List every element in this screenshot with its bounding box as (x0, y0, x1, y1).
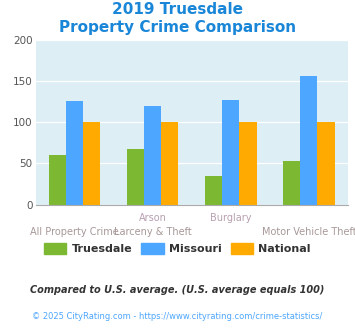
Text: All Property Crime: All Property Crime (30, 227, 119, 237)
Bar (300, 76, 317, 205)
Bar (83, 122, 100, 205)
Bar (283, 161, 300, 205)
Bar (239, 122, 257, 205)
Text: 2019 Truesdale: 2019 Truesdale (112, 2, 243, 16)
Text: Compared to U.S. average. (U.S. average equals 100): Compared to U.S. average. (U.S. average … (30, 285, 325, 295)
Text: Arson: Arson (139, 213, 166, 223)
Bar (161, 122, 179, 205)
Legend: Truesdale, Missouri, National: Truesdale, Missouri, National (39, 238, 316, 258)
Text: Property Crime Comparison: Property Crime Comparison (59, 20, 296, 35)
Bar (49, 155, 66, 205)
Bar (127, 148, 144, 205)
Text: Larceny & Theft: Larceny & Theft (114, 227, 192, 237)
Text: Motor Vehicle Theft: Motor Vehicle Theft (262, 227, 355, 237)
Bar (66, 102, 83, 205)
Text: © 2025 CityRating.com - https://www.cityrating.com/crime-statistics/: © 2025 CityRating.com - https://www.city… (32, 312, 323, 321)
Bar (205, 176, 222, 205)
Bar (222, 100, 239, 205)
Text: Burglary: Burglary (210, 213, 251, 223)
Bar (144, 106, 161, 205)
Bar (317, 122, 335, 205)
